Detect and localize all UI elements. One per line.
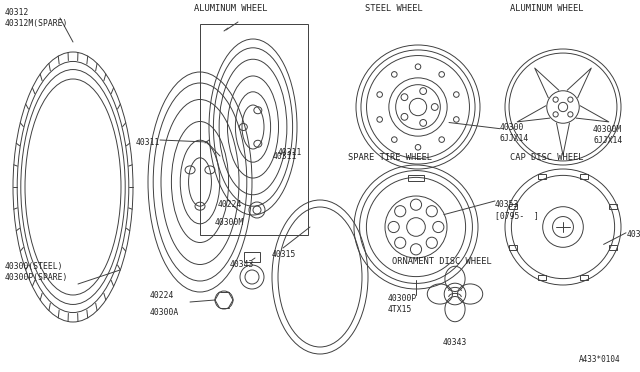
- Text: 40224: 40224: [218, 200, 243, 209]
- Text: 40312
40312M(SPARE): 40312 40312M(SPARE): [5, 8, 68, 28]
- Bar: [408, 174, 424, 180]
- Text: ALUMINUM WHEEL: ALUMINUM WHEEL: [511, 4, 584, 13]
- Text: 40300(STEEL)
40300P(SPARE): 40300(STEEL) 40300P(SPARE): [5, 262, 68, 282]
- Bar: [609, 246, 618, 250]
- Bar: [538, 275, 546, 280]
- Text: A433*0104: A433*0104: [579, 355, 620, 364]
- Text: SPARE TIRE WHEEL: SPARE TIRE WHEEL: [348, 153, 433, 162]
- Text: CAP DISC WHEEL: CAP DISC WHEEL: [511, 153, 584, 162]
- Bar: [509, 246, 516, 250]
- Bar: [509, 203, 516, 209]
- Text: 40300A: 40300A: [150, 308, 179, 317]
- Text: 40343: 40343: [443, 338, 467, 347]
- Text: STEEL WHEEL: STEEL WHEEL: [365, 4, 422, 13]
- Text: 40311: 40311: [273, 152, 298, 161]
- Text: 40311: 40311: [136, 138, 161, 147]
- Text: 40315: 40315: [272, 250, 296, 259]
- Text: 40315: 40315: [627, 230, 640, 239]
- Text: 40224: 40224: [150, 291, 174, 300]
- Bar: [580, 275, 588, 280]
- Bar: [609, 203, 618, 209]
- Text: 40311: 40311: [278, 148, 302, 157]
- Text: 40343: 40343: [230, 260, 254, 269]
- Bar: [200, 24, 308, 235]
- Bar: [244, 252, 260, 262]
- Bar: [538, 174, 546, 179]
- Bar: [580, 174, 588, 179]
- Text: ALUMINUM WHEEL: ALUMINUM WHEEL: [194, 4, 267, 13]
- Text: 40300
6JJX14: 40300 6JJX14: [500, 123, 529, 143]
- Text: 40300M
6JJX14: 40300M 6JJX14: [593, 125, 622, 145]
- Text: 40353
[0795-  ]: 40353 [0795- ]: [495, 201, 539, 221]
- Text: ORNAMENT DISC WHEEL: ORNAMENT DISC WHEEL: [392, 257, 492, 266]
- Text: 40300M: 40300M: [215, 218, 244, 227]
- Text: 40300P
4TX15: 40300P 4TX15: [388, 294, 417, 314]
